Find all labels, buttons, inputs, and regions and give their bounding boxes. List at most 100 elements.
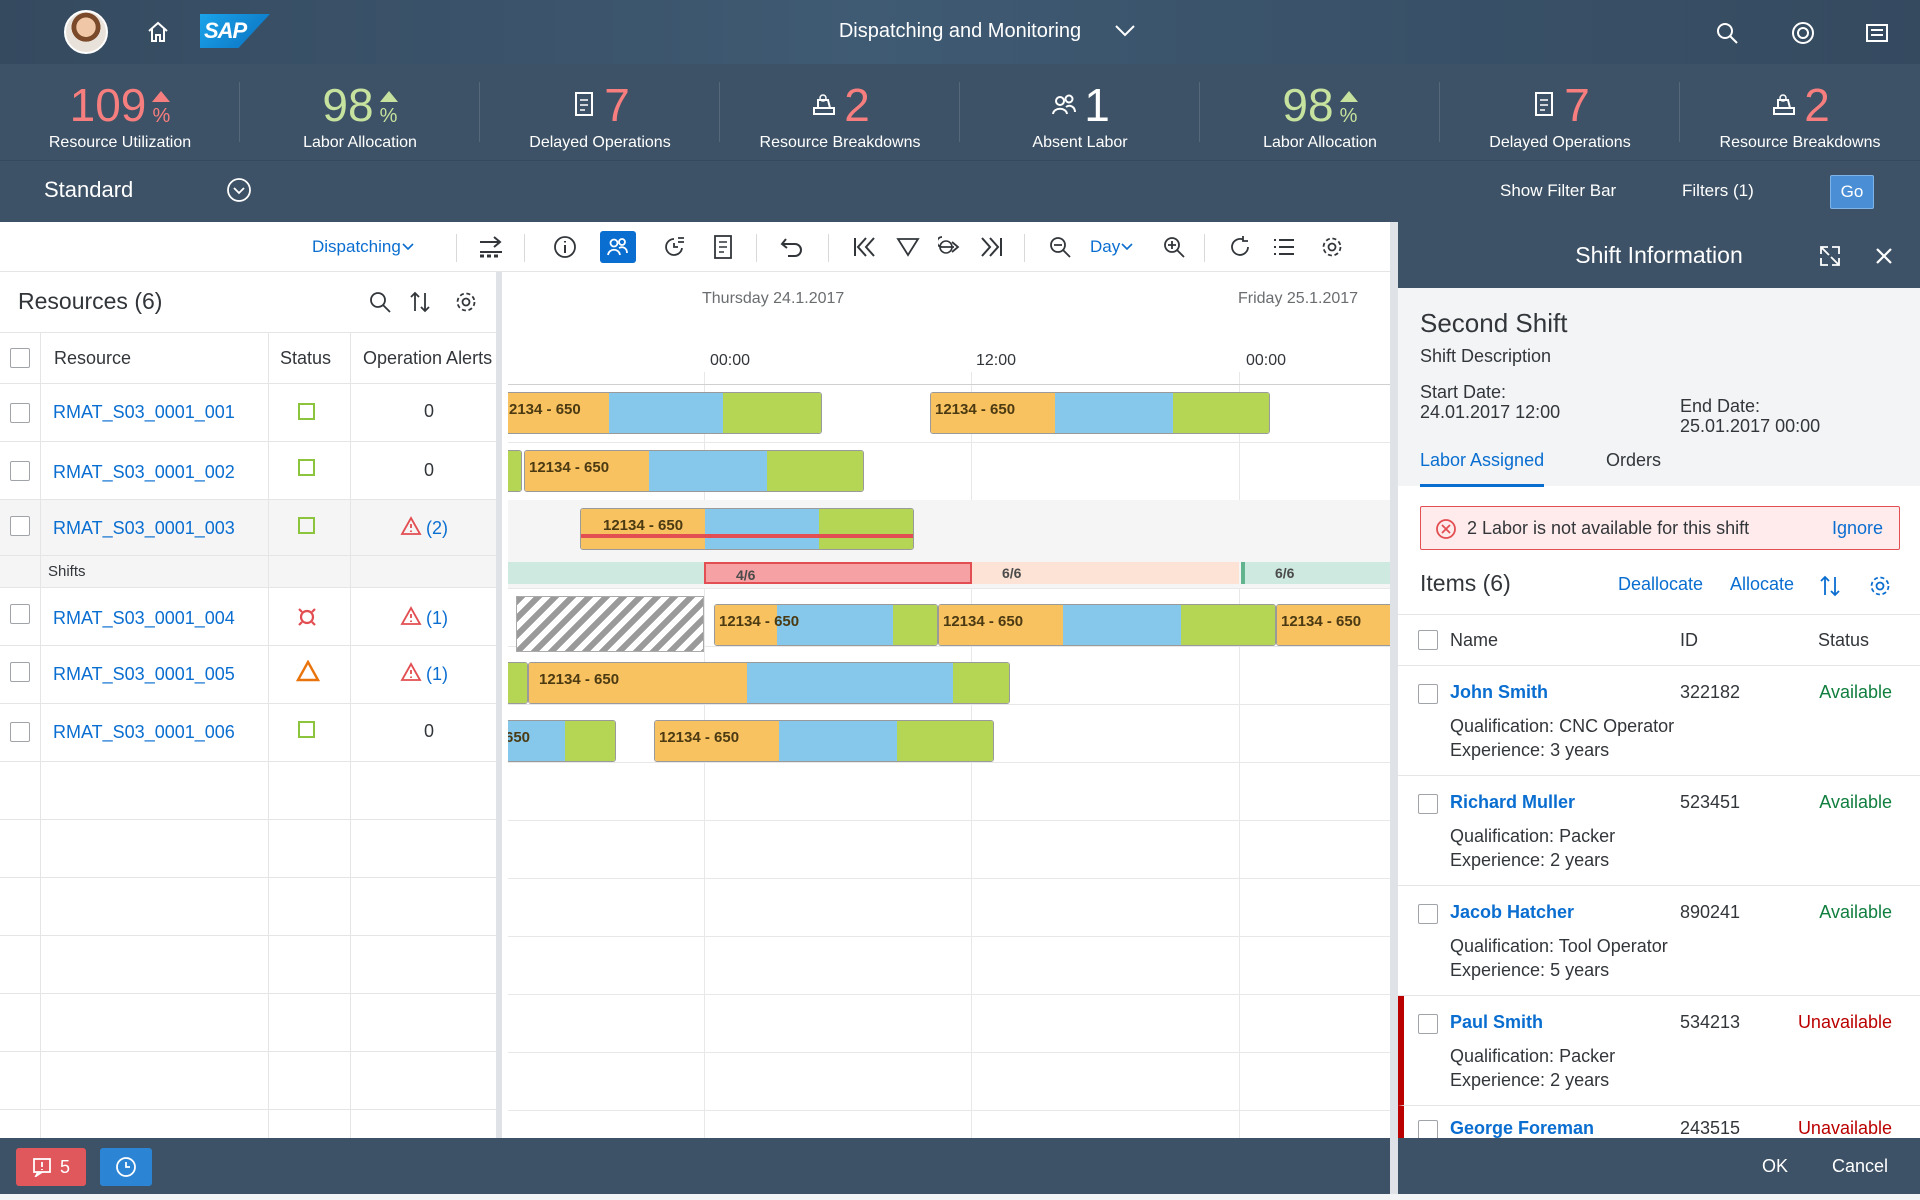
kpi-labor-allocation[interactable]: 98 % Labor Allocation xyxy=(240,64,480,160)
operation-bar[interactable]: 12134 - 650 xyxy=(930,392,1270,434)
mode-select[interactable]: Dispatching xyxy=(312,234,415,260)
column-status[interactable]: Status xyxy=(1818,630,1870,650)
forward-icon[interactable] xyxy=(938,234,964,260)
kpi-absent-labor[interactable]: 1 Absent Labor xyxy=(960,64,1200,160)
table-row[interactable]: RMAT_S03_0001_001 0 xyxy=(0,384,496,442)
show-filter-bar-button[interactable]: Show Filter Bar xyxy=(1500,181,1617,200)
downtime-block[interactable] xyxy=(516,596,704,652)
ignore-link[interactable]: Ignore xyxy=(1831,518,1883,538)
gantt-chart[interactable]: Thursday 24.1.2017 Friday 25.1.2017 00:0… xyxy=(508,272,1390,1138)
zoom-level-select[interactable]: Day xyxy=(1090,234,1134,260)
row-checkbox[interactable] xyxy=(10,516,30,536)
kpi-delayed-operations[interactable]: 7 Delayed Operations xyxy=(480,64,720,160)
kpi-labor-allocation-2[interactable]: 98 % Labor Allocation xyxy=(1200,64,1440,160)
shift-strip[interactable] xyxy=(508,562,704,584)
deallocate-button[interactable]: Deallocate xyxy=(1618,574,1704,594)
filter-icon[interactable] xyxy=(896,234,920,260)
info-icon[interactable] xyxy=(552,234,578,260)
document-icon[interactable] xyxy=(712,234,734,260)
row-checkbox[interactable] xyxy=(1418,1120,1438,1138)
resource-link[interactable]: RMAT_S03_0001_004 xyxy=(53,608,235,628)
shift-strip[interactable]: 6/6 xyxy=(972,562,1239,584)
column-id[interactable]: ID xyxy=(1680,630,1698,650)
refresh-icon[interactable] xyxy=(1228,234,1252,260)
notifications-icon[interactable] xyxy=(1864,20,1890,46)
history-button[interactable] xyxy=(100,1148,152,1186)
kpi-resource-breakdowns-2[interactable]: 2 Resource Breakdowns xyxy=(1680,64,1920,160)
list-item[interactable]: Richard Muller 523451 Available Qualific… xyxy=(1398,776,1920,886)
resource-link[interactable]: RMAT_S03_0001_001 xyxy=(53,402,235,422)
allocate-button[interactable]: Allocate xyxy=(1730,574,1795,594)
undo-icon[interactable] xyxy=(780,234,804,260)
timeline-icon[interactable] xyxy=(662,234,688,260)
row-checkbox[interactable] xyxy=(10,461,30,481)
labor-name-link[interactable]: John Smith xyxy=(1450,682,1548,702)
labor-name-link[interactable]: Paul Smith xyxy=(1450,1012,1544,1032)
select-all-checkbox[interactable] xyxy=(10,348,30,368)
row-checkbox[interactable] xyxy=(1418,1014,1438,1034)
search-icon[interactable] xyxy=(368,290,392,314)
tab-orders[interactable]: Orders xyxy=(1606,450,1662,470)
kpi-delayed-operations-2[interactable]: 7 Delayed Operations xyxy=(1440,64,1680,160)
zoom-out-icon[interactable] xyxy=(1048,234,1072,260)
list-item[interactable]: Jacob Hatcher 890241 Available Qualifica… xyxy=(1398,886,1920,996)
shift-strip-selected[interactable]: 4/6 xyxy=(704,562,972,584)
close-icon[interactable] xyxy=(1874,246,1894,266)
panel-splitter[interactable] xyxy=(1390,222,1398,1194)
hierarchy-icon[interactable] xyxy=(476,234,506,260)
select-all-checkbox[interactable] xyxy=(1418,630,1438,650)
sort-icon[interactable] xyxy=(1818,574,1842,598)
row-checkbox[interactable] xyxy=(1418,794,1438,814)
operation-bar[interactable]: 12134 - 650 xyxy=(580,508,914,550)
column-resource[interactable]: Resource xyxy=(54,348,132,368)
message-button[interactable]: 5 xyxy=(16,1148,86,1186)
list-item[interactable]: John Smith 322182 Available Qualificatio… xyxy=(1398,666,1920,776)
operation-bar[interactable]: 12134 - 650 xyxy=(938,604,1276,646)
resource-link[interactable]: RMAT_S03_0001_005 xyxy=(53,664,235,684)
row-checkbox[interactable] xyxy=(10,662,30,682)
list-item-unavailable[interactable]: Paul Smith 534213 Unavailable Qualificat… xyxy=(1398,996,1920,1106)
column-status[interactable]: Status xyxy=(280,348,332,368)
list-icon[interactable] xyxy=(1272,234,1296,260)
table-row[interactable]: RMAT_S03_0001_003 (2) xyxy=(0,500,496,556)
operation-bar[interactable]: 12134 - 650 xyxy=(714,604,938,646)
chevron-down-icon[interactable] xyxy=(1114,24,1136,38)
settings-icon[interactable] xyxy=(1320,234,1344,260)
zoom-in-icon[interactable] xyxy=(1162,234,1186,260)
operation-bar[interactable] xyxy=(508,662,528,704)
operation-bar[interactable]: 2134 - 650 xyxy=(508,392,822,434)
resource-link[interactable]: RMAT_S03_0001_003 xyxy=(53,518,235,538)
table-row[interactable]: RMAT_S03_0001_002 0 xyxy=(0,442,496,500)
row-checkbox[interactable] xyxy=(10,604,30,624)
operation-bar[interactable]: 12134 - 650 xyxy=(1276,604,1390,646)
table-row[interactable]: RMAT_S03_0001_004 (1) xyxy=(0,588,496,646)
shift-strip[interactable]: 6/6 xyxy=(1241,562,1390,584)
alert-link[interactable]: (1) xyxy=(426,664,448,684)
variant-name[interactable]: Standard xyxy=(44,177,134,202)
table-row[interactable]: RMAT_S03_0001_005 (1) xyxy=(0,646,496,704)
operation-bar[interactable]: 12134 - 650 xyxy=(524,450,864,492)
ok-button[interactable]: OK xyxy=(1762,1156,1789,1176)
row-checkbox[interactable] xyxy=(1418,904,1438,924)
kpi-resource-utilization[interactable]: 109 % Resource Utilization xyxy=(0,64,240,160)
resource-link[interactable]: RMAT_S03_0001_006 xyxy=(53,722,235,742)
sap-logo[interactable]: SAP xyxy=(200,14,270,48)
app-title[interactable]: Dispatching and Monitoring xyxy=(838,20,1082,42)
operation-bar[interactable]: 12134 - 650 xyxy=(654,720,994,762)
alert-link[interactable]: (1) xyxy=(426,608,448,628)
go-button[interactable]: Go xyxy=(1830,175,1874,209)
operation-bar[interactable]: 12134 - 650 xyxy=(528,662,1010,704)
alert-link[interactable]: (2) xyxy=(426,518,448,538)
cancel-button[interactable]: Cancel xyxy=(1832,1156,1889,1176)
settings-icon[interactable] xyxy=(1868,574,1892,598)
labor-view-button[interactable] xyxy=(600,231,636,263)
chevron-down-circle-icon[interactable] xyxy=(226,177,252,203)
list-item-unavailable[interactable]: George Foreman 243515 Unavailable xyxy=(1398,1106,1920,1138)
column-operation-alerts[interactable]: Operation Alerts xyxy=(363,348,493,368)
copilot-icon[interactable] xyxy=(1790,20,1816,46)
tab-labor-assigned[interactable]: Labor Assigned xyxy=(1420,450,1545,487)
jump-start-icon[interactable] xyxy=(852,234,878,260)
resource-link[interactable]: RMAT_S03_0001_002 xyxy=(53,462,235,482)
operation-bar[interactable]: 650 xyxy=(508,720,616,762)
kpi-resource-breakdowns[interactable]: 2 Resource Breakdowns xyxy=(720,64,960,160)
